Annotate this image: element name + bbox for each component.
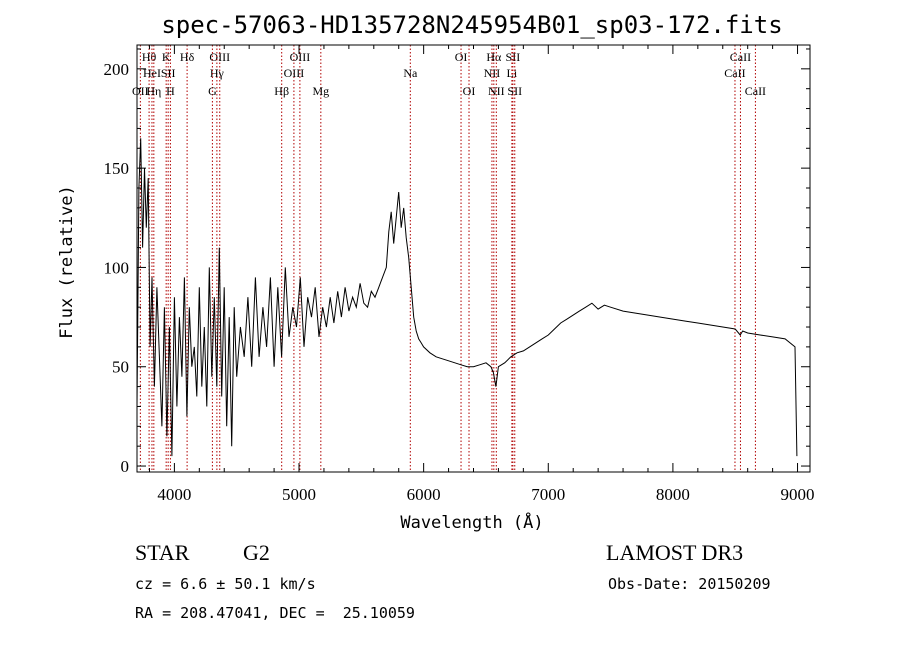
object-type: STAR (135, 540, 190, 565)
marker-label: CaII (730, 50, 751, 64)
marker-label: G (208, 84, 217, 98)
marker-label: OI (463, 84, 476, 98)
redshift-cz: cz = 6.6 ± 50.1 km/s (135, 575, 316, 593)
marker-label: Hδ (180, 50, 195, 64)
marker-label: OIII (290, 50, 311, 64)
plot-frame (136, 44, 811, 473)
marker-label: SII (161, 66, 176, 80)
marker-label: CaII (745, 84, 766, 98)
marker-label: Li (507, 66, 518, 80)
subclass: G2 (243, 540, 270, 565)
marker-label: H (166, 84, 175, 98)
marker-label: NII (484, 66, 501, 80)
x-axis-label: Wavelength (Å) (400, 511, 543, 533)
x-tick-label: 7000 (531, 485, 565, 504)
line-markers: OII Hθ HeI Hη K SII H Hδ OIII Hγ G Hβ OIII OIII Mg Na OI… (132, 45, 766, 472)
y-axis: 0 50 100 150 200 (104, 48, 810, 476)
spectrum-line (136, 138, 798, 457)
marker-label: Hγ (210, 66, 225, 80)
x-tick-label: 4000 (157, 485, 191, 504)
y-axis-label: Flux (relative) (57, 185, 77, 339)
x-tick-label: 9000 (781, 485, 815, 504)
chart-title: spec-57063-HD135728N245954B01_sp03-172.f… (161, 11, 782, 39)
y-tick-label: 200 (104, 60, 130, 79)
ra-dec: RA = 208.47041, DEC = 25.10059 (135, 604, 415, 622)
marker-label: OII (132, 84, 149, 98)
marker-label: CaII (724, 66, 745, 80)
x-tick-label: 8000 (656, 485, 690, 504)
x-tick-label: 5000 (282, 485, 316, 504)
y-tick-label: 100 (104, 258, 130, 277)
y-tick-label: 0 (121, 457, 130, 476)
survey-name: LAMOST DR3 (606, 540, 744, 565)
x-axis: 4000 5000 6000 7000 8000 9000 (148, 45, 815, 504)
y-tick-label: 150 (104, 159, 130, 178)
marker-label: Hη (146, 84, 161, 98)
marker-label: HeI (143, 66, 161, 80)
marker-label: OI (455, 50, 468, 64)
marker-label: Mg (312, 84, 329, 98)
marker-label: SII (506, 50, 521, 64)
x-tick-label: 6000 (407, 485, 441, 504)
marker-label: SII (507, 84, 522, 98)
marker-label: Hβ (274, 84, 289, 98)
marker-label: NII (488, 84, 505, 98)
marker-label: K (162, 50, 171, 64)
marker-label: Na (403, 66, 418, 80)
y-tick-label: 50 (112, 358, 129, 377)
obs-date: Obs-Date: 20150209 (608, 575, 771, 593)
marker-label: Hα (486, 50, 502, 64)
marker-label: OIII (284, 66, 305, 80)
marker-label: Hθ (142, 50, 157, 64)
marker-label: OIII (209, 50, 230, 64)
